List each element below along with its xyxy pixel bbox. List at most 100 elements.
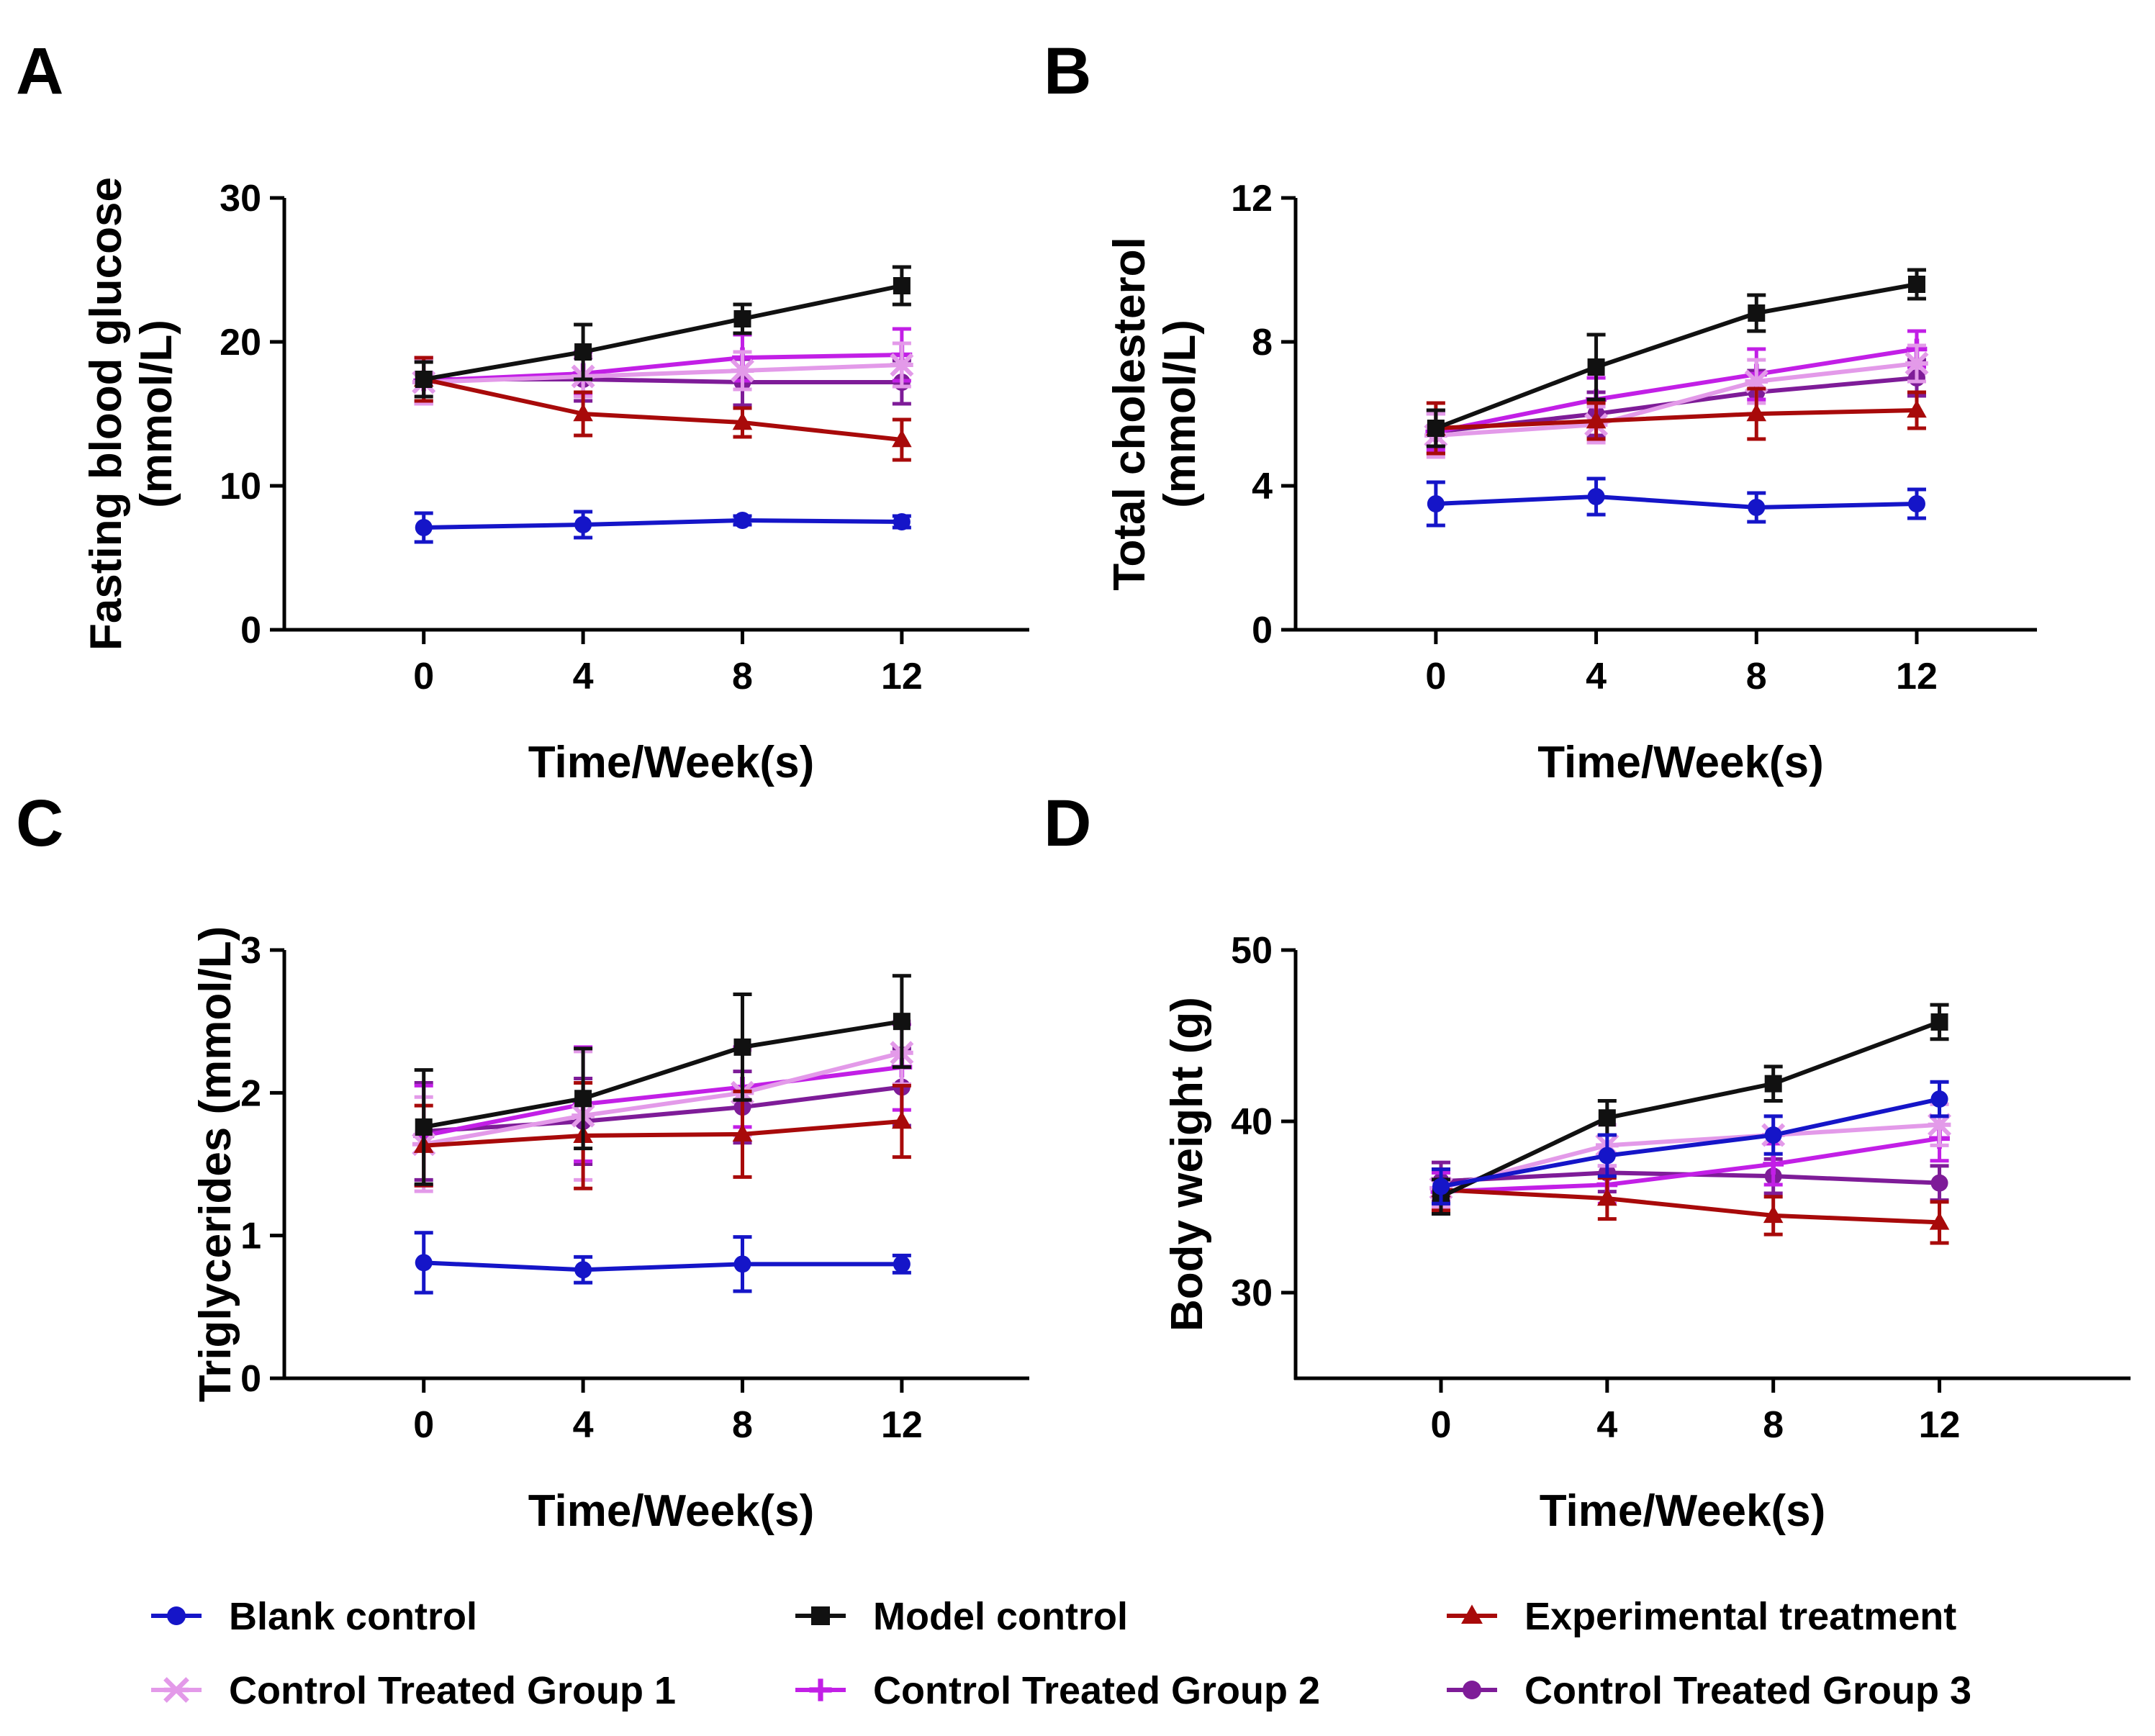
panel-a-blank-control-point-1 xyxy=(574,516,592,533)
panel-c-model-control-line xyxy=(423,1019,903,1129)
panel-d-blank-control-point-2 xyxy=(1764,1126,1782,1144)
panel-b-blank-control-point-2 xyxy=(1748,499,1766,516)
panel-b: B 0 4 8 12 0 4 8 12 Time/Week(s) Total cholestero… xyxy=(1044,35,2037,787)
panel-a-xtick-label-1: 4 xyxy=(573,656,594,697)
panel-a-y-axis-title-1: (mmol/L) xyxy=(132,320,181,508)
panel-c-blank-control-point-1 xyxy=(574,1261,592,1279)
panel-d-ytick-label-2: 50 xyxy=(1231,930,1273,972)
panel-a-y-axis-title-0: Fasting blood glucose xyxy=(81,177,131,651)
panel-d-experimental-treatment-point-1 xyxy=(1597,1188,1617,1206)
panel-a-letter: A xyxy=(16,35,63,108)
legend-item-experimental-treatment: Experimental treatment xyxy=(1447,1595,1956,1638)
legend-label-control-treated-group-3: Control Treated Group 3 xyxy=(1524,1669,1971,1712)
panel-d-ytick-label-1: 40 xyxy=(1231,1101,1273,1143)
panel-b-ytick-label-1: 4 xyxy=(1252,466,1273,507)
panel-c-x-axis-title: Time/Week(s) xyxy=(528,1486,814,1536)
panel-b-blank-control-point-0 xyxy=(1427,495,1445,512)
panel-c-y-axis-title-0: Triglycerides (mmol/L) xyxy=(191,926,240,1403)
legend-label-control-treated-group-1: Control Treated Group 1 xyxy=(229,1669,676,1712)
panel-c-blank-control-point-2 xyxy=(733,1255,751,1273)
panel-c-control-treated-group-1-line xyxy=(423,1050,903,1147)
panel-c-xtick-label-2: 8 xyxy=(732,1404,753,1446)
panel-c-blank-control-point-0 xyxy=(415,1254,433,1272)
panel-b-series-model-control xyxy=(1426,268,1926,448)
panel-a-ytick-label-2: 20 xyxy=(220,322,261,363)
panel-b-series-blank-control xyxy=(1426,476,1926,528)
panel-d-x-axis-title: Time/Week(s) xyxy=(1540,1486,1825,1536)
panel-b-experimental-treatment-line xyxy=(1435,408,1917,430)
panel-c-model-control-point-1 xyxy=(574,1090,592,1108)
legend-marker-blank-control xyxy=(167,1606,186,1625)
panel-a-x-axis-title: Time/Week(s) xyxy=(528,738,814,787)
panel-b-model-control-point-0 xyxy=(1427,420,1445,437)
panel-c-blank-control-point-3 xyxy=(893,1255,911,1273)
panel-d-model-control-point-2 xyxy=(1764,1075,1782,1093)
panel-b-experimental-treatment-point-3 xyxy=(1907,399,1927,418)
panel-b-xtick-label-0: 0 xyxy=(1425,656,1446,697)
panel-d-control-treated-group-2-point-2 xyxy=(1763,1154,1784,1175)
panel-c-experimental-treatment-line xyxy=(423,1119,903,1148)
panel-d-control-treated-group-2-line xyxy=(1440,1136,1940,1194)
panel-b-model-control-point-2 xyxy=(1748,304,1766,322)
panel-d-xtick-label-2: 8 xyxy=(1763,1404,1784,1446)
panel-d-xtick-label-3: 12 xyxy=(1919,1404,1961,1446)
panel-d: D 30 40 50 0 4 8 12 Time/Week(s) Body weight (g) xyxy=(1044,787,2131,1536)
legend-marker-control-treated-group-1 xyxy=(163,1677,189,1703)
panel-a-control-treated-group-1-point-3 xyxy=(890,353,914,377)
legend-item-control-treated-group-1: Control Treated Group 1 xyxy=(151,1669,676,1712)
panel-a-series-model-control xyxy=(414,265,911,399)
panel-a-ytick-label-3: 30 xyxy=(220,178,261,220)
panel-c-model-control-point-3 xyxy=(893,1013,911,1031)
panel-b-series-experimental-treatment xyxy=(1426,386,1927,456)
panel-d-letter: D xyxy=(1044,787,1091,860)
panel-c-model-control-point-0 xyxy=(415,1118,433,1136)
panel-c-series-blank-control xyxy=(414,1231,911,1295)
panel-b-blank-control-point-1 xyxy=(1587,488,1605,505)
panel-d-y-axis-title-0: Body weight (g) xyxy=(1162,997,1212,1332)
panel-a-experimental-treatment-line xyxy=(423,377,903,442)
panel-a-blank-control-line xyxy=(423,518,902,530)
legend-marker-model-control xyxy=(811,1606,830,1625)
legend-label-control-treated-group-2: Control Treated Group 2 xyxy=(873,1669,1320,1712)
panel-d-experimental-treatment-point-3 xyxy=(1929,1212,1950,1230)
panel-a-control-treated-group-1-line xyxy=(423,363,902,384)
panel-d-ytick-label-0: 30 xyxy=(1231,1272,1273,1314)
panel-b-ytick-label-2: 8 xyxy=(1252,322,1273,363)
panel-c-control-treated-group-3-line xyxy=(423,1085,903,1134)
panel-d-blank-control-line xyxy=(1440,1097,1941,1189)
legend-item-model-control: Model control xyxy=(795,1595,1128,1638)
panel-a-ytick-label-0: 0 xyxy=(240,610,261,651)
panel-a-blank-control-point-3 xyxy=(893,513,911,530)
panel-c-xtick-label-0: 0 xyxy=(413,1404,434,1446)
legend-marker-control-treated-group-2 xyxy=(809,1678,832,1701)
panel-b-model-control-line xyxy=(1435,282,1917,430)
panel-a-series-blank-control xyxy=(414,510,911,544)
legend-label-experimental-treatment: Experimental treatment xyxy=(1524,1595,1956,1638)
panel-b-y-axis-title-1: (mmol/L) xyxy=(1155,320,1205,508)
panel-c-experimental-treatment-point-3 xyxy=(892,1111,912,1129)
panel-a-model-control-point-0 xyxy=(415,371,433,388)
panel-d-xtick-label-1: 4 xyxy=(1596,1404,1617,1446)
panel-a-blank-control-point-0 xyxy=(415,519,433,536)
legend-label-model-control: Model control xyxy=(873,1595,1128,1638)
panel-b-y-axis-title-0: Total cholesterol xyxy=(1105,237,1155,591)
panel-c-blank-control-line xyxy=(423,1260,902,1272)
legend: Blank control Model control Experimental t… xyxy=(151,1595,1971,1712)
panel-d-xtick-label-0: 0 xyxy=(1431,1404,1452,1446)
legend-item-blank-control: Blank control xyxy=(151,1595,477,1638)
panel-b-model-control-point-1 xyxy=(1587,358,1605,376)
panel-d-model-control-line xyxy=(1440,1020,1941,1199)
panel-a-experimental-treatment-point-3 xyxy=(892,429,912,448)
panel-c-model-control-point-2 xyxy=(733,1038,751,1056)
panel-a-experimental-treatment-point-2 xyxy=(732,412,753,430)
legend-marker-experimental-treatment xyxy=(1461,1604,1483,1624)
panel-a-xtick-label-2: 8 xyxy=(732,656,753,697)
panel-d-control-treated-group-3-point-3 xyxy=(1930,1174,1948,1192)
panel-b-control-treated-group-2-line xyxy=(1435,347,1917,434)
panel-b-blank-control-line xyxy=(1435,494,1917,510)
panel-c-ytick-label-0: 0 xyxy=(240,1358,261,1400)
panel-d-experimental-treatment-point-2 xyxy=(1763,1205,1784,1224)
